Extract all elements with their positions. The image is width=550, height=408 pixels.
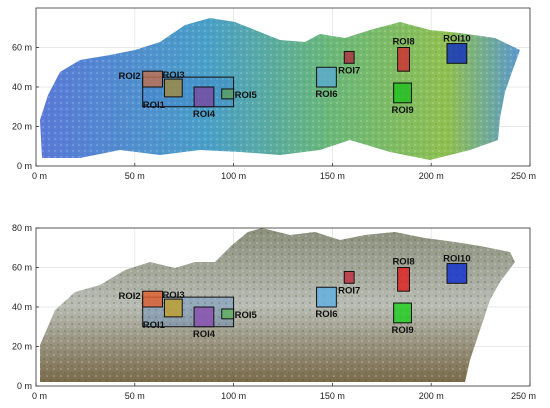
top-roi-box-roi10 [446,43,468,64]
top-roi-label-roi9: ROI9 [391,105,413,116]
bottom-x-tick-label: 200 m [419,391,444,401]
bottom-roi-box-roi5 [221,308,235,320]
bottom-roi-label-roi9: ROI9 [391,325,413,336]
bottom-y-tick-label: 20 m [12,342,32,352]
bottom-orthophoto-texture [40,228,515,382]
bottom-y-tick-label: 80 m [12,223,32,233]
top-roi-label-roi4: ROI4 [193,109,216,120]
top-tick-labels: 0 m 50 m 100 m 150 m 200 m 250 m 0 m 20 m 40 m 60… [12,43,536,182]
bottom-y-tick-label: 0 m [17,381,32,391]
bottom-x-tick-label: 250 m [511,391,536,401]
bottom-roi-label-roi2: ROI2 [119,291,141,302]
bottom-roi-label-roi1: ROI1 [143,320,166,331]
top-x-tick-label: 0 m [32,171,47,181]
bottom-roi-label-roi5: ROI5 [235,310,258,321]
bottom-roi-box-roi6 [316,286,337,308]
top-roi-box-roi8 [397,47,410,72]
bottom-y-tick-label: 60 m [12,263,32,273]
top-roi-label-roi10: ROI10 [443,34,470,45]
top-roi-box-roi2 [142,70,163,88]
bottom-y-tick-label: 40 m [12,302,32,312]
bottom-x-tick-label: 0 m [32,391,47,401]
bottom-x-tick-label: 100 m [221,391,246,401]
top-roi-box-roi6 [316,66,337,88]
top-roi-label-roi3: ROI3 [162,70,184,81]
top-y-tick-label: 40 m [12,82,32,92]
top-y-tick-label: 0 m [17,161,32,171]
bottom-panel: ROI1 ROI2 ROI3 ROI4 ROI5 ROI6 ROI7 ROI8 ROI9 ROI1… [12,223,536,401]
bottom-roi-box-roi8 [397,267,410,292]
top-x-tick-label: 100 m [221,171,246,181]
bottom-roi-box-roi3 [163,298,183,318]
bottom-roi-box-roi9 [393,302,412,324]
top-roi-label-roi8: ROI8 [392,37,414,48]
top-roi-label-roi7: ROI7 [338,65,360,76]
top-roi-box-roi7 [343,50,355,64]
top-roi-box-roi4 [193,86,215,108]
bottom-roi-layer: ROI1 ROI2 ROI3 ROI4 ROI5 ROI6 ROI7 ROI8 ROI9 ROI1… [119,254,471,340]
bottom-roi-label-roi4: ROI4 [193,329,216,340]
bottom-roi-label-roi8: ROI8 [392,257,414,268]
top-x-tick-label: 50 m [125,171,145,181]
top-roi-box-roi3 [163,78,183,98]
bottom-roi-box-roi10 [446,263,468,284]
top-roi-box-roi5 [221,88,235,100]
top-roi-label-roi1: ROI1 [143,100,166,111]
top-panel: ROI1 ROI2 ROI3 ROI4 ROI5 ROI6 ROI7 ROI8 ROI9 ROI1… [12,7,536,182]
bottom-roi-label-roi6: ROI6 [315,309,337,320]
top-roi-box-roi9 [393,82,412,104]
bottom-tick-labels: 0 m 50 m 100 m 150 m 200 m 250 m 0 m 20 m 40 m 60… [12,223,536,401]
top-roi-label-roi2: ROI2 [119,71,141,82]
top-y-tick-label: 60 m [12,43,32,53]
bottom-roi-label-roi3: ROI3 [162,290,184,301]
top-x-tick-label: 200 m [419,171,444,181]
top-y-tick-label: 20 m [12,122,32,132]
bottom-x-tick-label: 50 m [125,391,145,401]
top-roi-label-roi5: ROI5 [235,90,258,101]
bottom-roi-label-roi7: ROI7 [338,285,360,296]
top-roi-label-roi6: ROI6 [315,89,337,100]
bottom-roi-box-roi2 [142,290,163,308]
bottom-roi-box-roi7 [343,270,355,284]
top-x-tick-label: 250 m [511,171,536,181]
bottom-roi-box-roi4 [193,306,215,328]
bottom-roi-label-roi10: ROI10 [443,254,470,265]
bottom-x-tick-label: 150 m [320,391,345,401]
top-x-tick-label: 150 m [320,171,345,181]
top-roi-layer: ROI1 ROI2 ROI3 ROI4 ROI5 ROI6 ROI7 ROI8 ROI9 ROI1… [119,34,471,120]
